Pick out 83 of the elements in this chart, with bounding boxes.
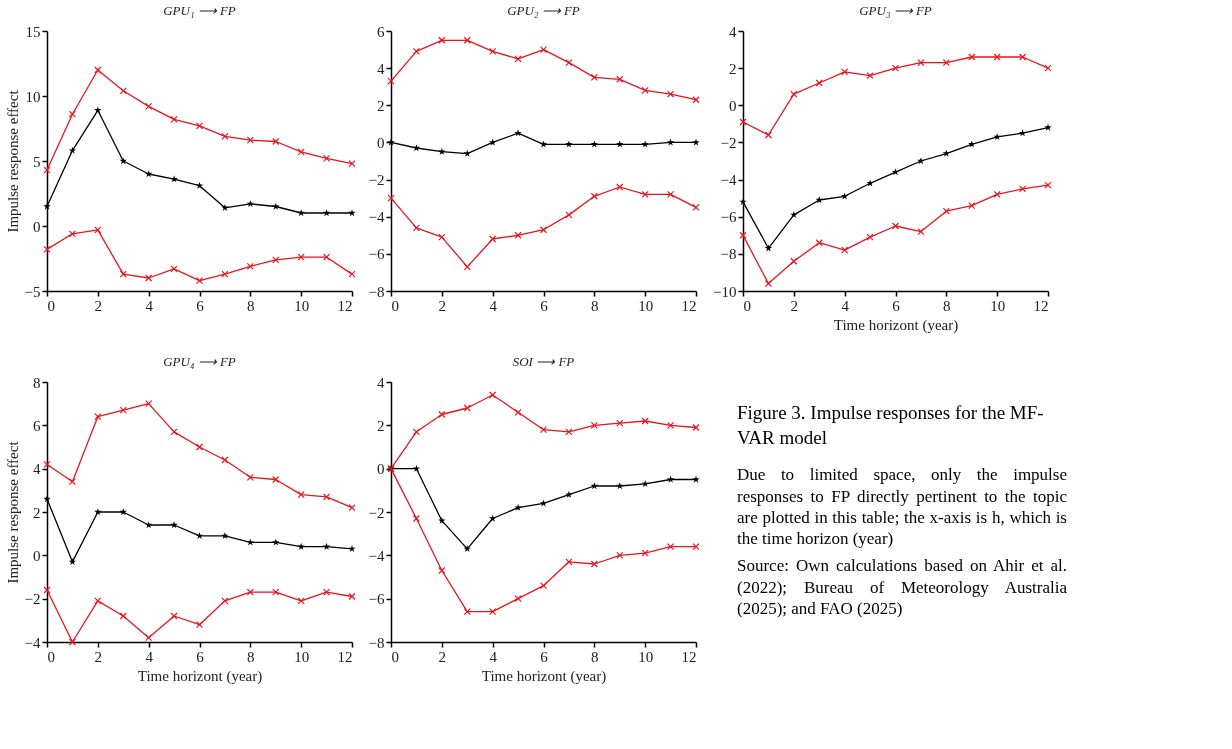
x-tick-label: 12 [337, 297, 353, 314]
text: Due to limited space, only the impulse responses to FP directly pertinent to the topic are plotted in this table; the x-axis is h, which is the time horizon (year) [737, 464, 1067, 550]
y-tick-label: 4 [377, 60, 385, 77]
y-tick-label: −5 [24, 283, 41, 300]
y-tick-label: 4 [377, 374, 385, 391]
y-tick-label: −6 [368, 246, 385, 263]
y-tick-label: 4 [33, 461, 41, 478]
y-tick-label: −2 [24, 591, 41, 608]
y-tick-label: 2 [729, 60, 737, 77]
x-tick-label: 4 [489, 297, 498, 314]
y-tick-label: −8 [720, 246, 737, 263]
x-tick-label: 4 [145, 648, 154, 665]
y-tick-label: −2 [368, 172, 385, 189]
y-tick-label: 6 [33, 417, 41, 434]
text: Figure 3. Impulse responses for the MF-VAR model [737, 401, 1045, 450]
x-tick-label: 6 [540, 648, 549, 665]
x-tick-label: 12 [337, 648, 353, 665]
x-tick-label: 10 [990, 297, 1006, 314]
x-tick-label: 12 [681, 648, 697, 665]
x-tick-label: 12 [1033, 297, 1049, 314]
y-tick-label: −8 [368, 634, 385, 651]
x-tick-label: 4 [841, 297, 850, 314]
x-tick-label: 4 [145, 297, 154, 314]
y-tick-label: 0 [729, 97, 737, 114]
x-tick-label: 10 [294, 297, 310, 314]
y-tick-label: 8 [33, 374, 41, 391]
x-tick-label: 2 [790, 297, 799, 314]
y-tick-label: −6 [368, 591, 385, 608]
y-axis-title: Impulse response effect [4, 440, 21, 584]
y-tick-label: 15 [25, 23, 41, 40]
y-tick-label: 5 [33, 153, 41, 170]
chart-title: GPU₃ ⟶ FP [859, 3, 932, 18]
y-tick-label: −6 [720, 209, 737, 226]
x-tick-label: 0 [391, 648, 399, 665]
y-tick-label: 0 [377, 134, 385, 151]
x-tick-label: 2 [438, 648, 447, 665]
x-tick-label: 8 [247, 297, 255, 314]
source-note: Source: Own calculations based on Ahir et al. (2022); Bureau of Meteorology Australia (2025); and FAO (2025) [737, 555, 1067, 620]
chart-title: GPU₂ ⟶ FP [507, 3, 580, 18]
y-tick-label: 6 [377, 23, 385, 40]
x-tick-label: 2 [438, 297, 447, 314]
x-tick-label: 6 [540, 297, 549, 314]
x-tick-label: 0 [391, 297, 399, 314]
y-axis-title: Impulse response effect [4, 89, 21, 233]
x-tick-label: 4 [489, 648, 498, 665]
x-tick-label: 10 [638, 297, 654, 314]
x-tick-label: 2 [94, 297, 103, 314]
x-tick-label: 6 [892, 297, 901, 314]
x-tick-label: 8 [247, 648, 255, 665]
x-tick-label: 6 [196, 297, 205, 314]
y-tick-label: 10 [25, 88, 41, 105]
x-tick-label: 8 [591, 297, 599, 314]
y-tick-label: −8 [368, 283, 385, 300]
x-tick-label: 0 [47, 648, 55, 665]
x-tick-label: 6 [196, 648, 205, 665]
y-tick-label: −4 [720, 172, 737, 189]
chart-title: GPU₄ ⟶ FP [163, 354, 236, 369]
y-tick-label: 0 [33, 218, 41, 235]
x-tick-label: 12 [681, 297, 697, 314]
x-tick-label: 0 [743, 297, 751, 314]
y-tick-label: −10 [713, 283, 737, 300]
x-tick-label: 8 [943, 297, 951, 314]
x-tick-label: 0 [47, 297, 55, 314]
y-tick-label: 4 [729, 23, 737, 40]
x-tick-label: 10 [638, 648, 654, 665]
x-tick-label: 8 [591, 648, 599, 665]
y-tick-label: 2 [377, 417, 385, 434]
y-tick-label: 2 [33, 504, 41, 521]
y-tick-label: −4 [368, 209, 385, 226]
y-tick-label: 0 [377, 461, 385, 478]
x-tick-label: 2 [94, 648, 103, 665]
x-tick-label: 10 [294, 648, 310, 665]
y-tick-label: −4 [24, 634, 41, 651]
chart-title: GPU₁ ⟶ FP [163, 3, 236, 18]
y-tick-label: −4 [368, 547, 385, 564]
y-tick-label: 0 [33, 547, 41, 564]
x-axis-title: Time horizont (year) [481, 667, 607, 685]
y-tick-label: −2 [720, 134, 737, 151]
chart-title: SOI ⟶ FP [512, 354, 575, 369]
y-tick-label: 2 [377, 97, 385, 114]
x-axis-title: Time horizont (year) [833, 316, 959, 334]
x-axis-title: Time horizont (year) [137, 667, 263, 685]
y-tick-label: −2 [368, 504, 385, 521]
